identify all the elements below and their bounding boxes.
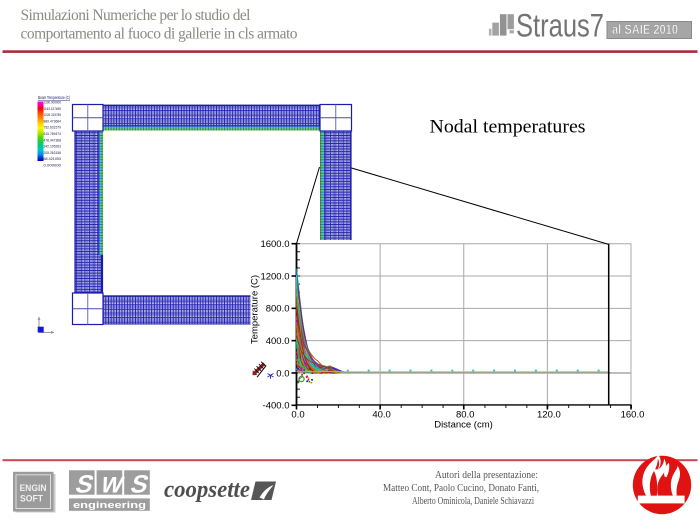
svg-text:120.0: 120.0 bbox=[537, 410, 561, 421]
svg-text:1163.157895: 1163.157895 bbox=[44, 107, 62, 111]
svg-text:1600.0: 1600.0 bbox=[260, 239, 289, 250]
svg-text:615.789474: 615.789474 bbox=[44, 132, 62, 136]
svg-text:80.0: 80.0 bbox=[456, 410, 475, 421]
svg-text:1300.000000: 1300.000000 bbox=[44, 101, 62, 105]
svg-text:comportamento al fuoco di gall: comportamento al fuoco di gallerie in cl… bbox=[21, 25, 298, 42]
svg-text:Straus7: Straus7 bbox=[516, 8, 604, 44]
svg-text:Beam Temperature (C): Beam Temperature (C) bbox=[38, 95, 70, 100]
svg-text:889.473684: 889.473684 bbox=[44, 119, 62, 123]
svg-text:800.0: 800.0 bbox=[266, 304, 290, 315]
svg-text:engineering: engineering bbox=[73, 500, 146, 510]
svg-text:Autori della presentazione:: Autori della presentazione: bbox=[435, 470, 538, 481]
svg-text:Temperature (C): Temperature (C) bbox=[250, 275, 261, 344]
svg-text:-400.0: -400.0 bbox=[263, 401, 290, 412]
svg-text:400.0: 400.0 bbox=[266, 336, 290, 347]
svg-text:478.947368: 478.947368 bbox=[44, 138, 62, 142]
svg-text:Nodal temperatures: Nodal temperatures bbox=[430, 117, 586, 138]
svg-text:160.0: 160.0 bbox=[621, 410, 645, 421]
svg-text:0.0: 0.0 bbox=[276, 368, 289, 379]
svg-text:al SAIE 2010: al SAIE 2010 bbox=[612, 21, 678, 37]
svg-text:0.000000: 0.000000 bbox=[44, 163, 62, 167]
svg-text:68.421053: 68.421053 bbox=[44, 157, 62, 161]
svg-text:752.631579: 752.631579 bbox=[44, 126, 62, 130]
svg-text:Alberto Ominicola, Daniele Sch: Alberto Ominicola, Daniele Schiavazzi bbox=[412, 496, 534, 507]
svg-text:Simulazioni Numeriche per lo s: Simulazioni Numeriche per lo studio del bbox=[21, 7, 251, 24]
svg-text:40.0: 40.0 bbox=[372, 410, 391, 421]
svg-text:ENGIN: ENGIN bbox=[20, 483, 47, 493]
svg-text:0.0: 0.0 bbox=[291, 410, 304, 421]
svg-text:Matteo Cont, Paolo Cucino, Don: Matteo Cont, Paolo Cucino, Donato Fanti, bbox=[383, 483, 539, 494]
svg-text:coopsette: coopsette bbox=[164, 477, 250, 503]
svg-text:1200.0: 1200.0 bbox=[260, 271, 289, 282]
svg-text:205.263158: 205.263158 bbox=[44, 151, 62, 155]
svg-text:1026.315789: 1026.315789 bbox=[44, 113, 62, 117]
svg-text:Distance (cm): Distance (cm) bbox=[434, 420, 493, 431]
svg-text:SOFT: SOFT bbox=[20, 494, 43, 504]
svg-text:342.105263: 342.105263 bbox=[44, 145, 62, 149]
